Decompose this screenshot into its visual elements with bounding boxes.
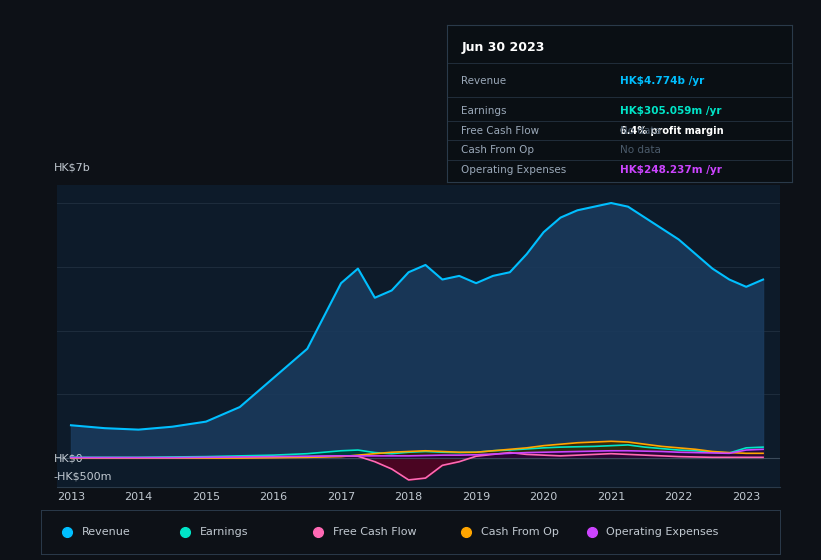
Text: Jun 30 2023: Jun 30 2023 [461, 41, 544, 54]
Text: HK$0: HK$0 [54, 453, 84, 463]
Text: HK$7b: HK$7b [54, 163, 90, 172]
Text: Operating Expenses: Operating Expenses [461, 165, 566, 175]
Text: 6.4% profit margin: 6.4% profit margin [620, 126, 723, 136]
Text: HK$305.059m /yr: HK$305.059m /yr [620, 106, 722, 116]
Text: HK$4.774b /yr: HK$4.774b /yr [620, 76, 704, 86]
Text: Earnings: Earnings [200, 527, 249, 537]
Text: Cash From Op: Cash From Op [461, 145, 534, 155]
Text: Operating Expenses: Operating Expenses [606, 527, 718, 537]
Text: Free Cash Flow: Free Cash Flow [333, 527, 416, 537]
Text: Earnings: Earnings [461, 106, 507, 116]
Text: Revenue: Revenue [461, 76, 507, 86]
Text: HK$248.237m /yr: HK$248.237m /yr [620, 165, 722, 175]
Text: No data: No data [620, 145, 661, 155]
Text: Revenue: Revenue [82, 527, 131, 537]
Text: Free Cash Flow: Free Cash Flow [461, 126, 539, 136]
Text: Cash From Op: Cash From Op [481, 527, 558, 537]
Text: -HK$500m: -HK$500m [54, 472, 112, 481]
Text: No data: No data [620, 126, 661, 136]
